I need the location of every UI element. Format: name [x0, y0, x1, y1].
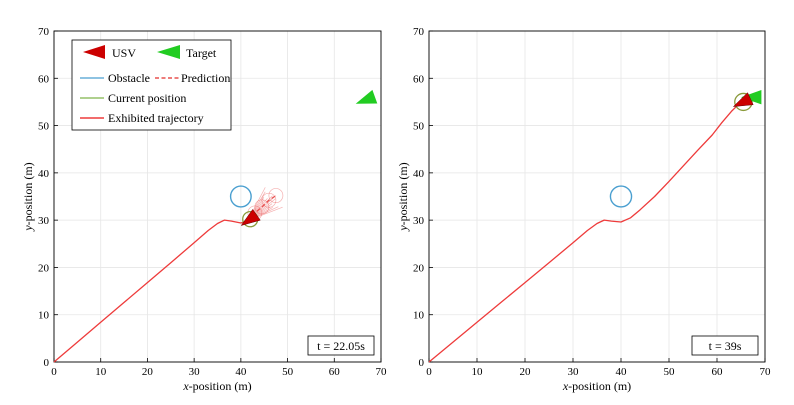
y-tick-label: 50	[38, 121, 50, 133]
plot-area	[429, 31, 765, 362]
x-tick-label: 0	[426, 366, 432, 378]
x-tick-label: 0	[51, 366, 57, 378]
y-tick-label: 10	[413, 310, 425, 322]
legend-label-current-position: Current position	[108, 91, 186, 105]
x-tick-label: 70	[760, 366, 772, 378]
y-tick-label: 20	[38, 262, 50, 274]
legend-label-target: Target	[186, 46, 217, 60]
obstacle-circle	[229, 185, 252, 208]
y-tick-label: 30	[38, 215, 50, 227]
time-label-box	[691, 335, 759, 356]
x-axis-label: x-position (m)	[562, 379, 631, 393]
x-tick-label: 40	[235, 366, 247, 378]
x-tick-label: 60	[329, 366, 341, 378]
y-tick-label: 10	[38, 310, 50, 322]
x-axis-label: x-position (m)	[182, 379, 251, 393]
x-tick-label: 60	[712, 366, 724, 378]
x-tick-label: 20	[520, 366, 532, 378]
y-tick-label: 50	[413, 121, 425, 133]
usv-legend-icon	[83, 45, 105, 59]
y-tick-label: 20	[413, 262, 425, 274]
x-tick-label: 50	[282, 366, 294, 378]
usv-marker	[240, 208, 261, 226]
exhibited-trajectory-line	[53, 219, 249, 363]
x-tick-label: 10	[472, 366, 484, 378]
y-tick-label: 60	[38, 73, 50, 85]
legend-label-obstacle: Obstacle	[108, 71, 150, 85]
y-tick-label: 40	[38, 168, 50, 180]
x-tick-label: 30	[189, 366, 201, 378]
legend-label-usv: USV	[112, 46, 136, 60]
target-marker	[355, 89, 378, 104]
target-marker	[741, 90, 762, 105]
x-tick-label: 10	[95, 366, 107, 378]
y-axis-label: y-position (m)	[21, 162, 35, 231]
axes-frame	[53, 30, 382, 363]
time-label: t = 39s	[709, 339, 742, 353]
x-tick-label: 50	[664, 366, 676, 378]
y-tick-label: 60	[413, 73, 425, 85]
obstacle-circle	[609, 185, 633, 208]
x-tick-label: 70	[376, 366, 388, 378]
y-tick-label: 30	[413, 215, 425, 227]
time-label-box	[307, 335, 375, 356]
axes-frame	[428, 30, 766, 363]
y-tick-label: 70	[38, 26, 50, 38]
usv-marker	[732, 92, 754, 107]
y-tick-label: 40	[413, 168, 425, 180]
x-tick-label: 40	[616, 366, 628, 378]
legend: USV Target Obstacle Prediction Current p…	[71, 39, 232, 131]
y-tick-label: 0	[44, 357, 50, 369]
prediction-step-circle	[261, 192, 277, 208]
time-label: t = 22.05s	[317, 339, 365, 353]
exhibited-trajectory-line	[428, 101, 744, 363]
y-tick-label: 70	[413, 26, 425, 38]
y-tick-label: 0	[419, 357, 425, 369]
x-tick-label: 20	[142, 366, 154, 378]
prediction-step-circle	[268, 188, 284, 203]
x-tick-label: 30	[568, 366, 580, 378]
legend-label-prediction: Prediction	[181, 71, 230, 85]
prediction-step-circle	[254, 199, 270, 215]
target-legend-icon	[157, 45, 180, 59]
y-axis-label: y-position (m)	[396, 162, 410, 231]
panel-right-plot: 0 10 20 30 40 50 60 70 0 10 20 30 40 50 60 70 x-position…	[396, 26, 771, 393]
legend-label-exhibited-trajectory: Exhibited trajectory	[108, 111, 204, 125]
